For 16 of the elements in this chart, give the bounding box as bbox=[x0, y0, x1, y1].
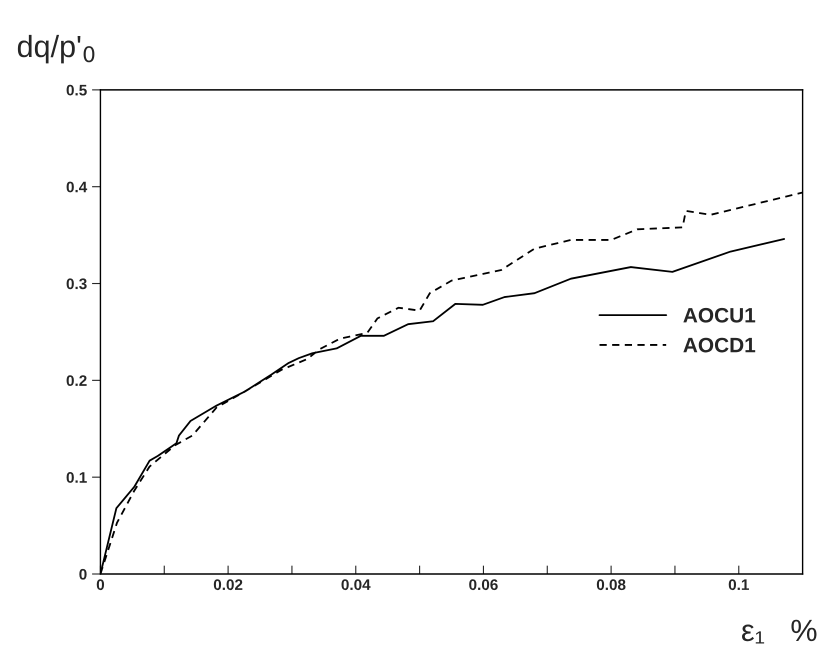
y-tick-label: 0.4 bbox=[66, 182, 88, 192]
y-tick-label: 0.2 bbox=[66, 375, 87, 386]
x-tick-label: 0.04 bbox=[342, 579, 371, 590]
x-tick-label: 0.06 bbox=[469, 579, 498, 590]
x-tick-label: 0.02 bbox=[214, 579, 242, 590]
x-tick-label: 0.08 bbox=[596, 579, 626, 590]
y-axis-title: dq/p'$_{0}$ bbox=[18, 34, 94, 64]
y-tick-label: 0.1 bbox=[66, 472, 87, 483]
x-tick-label: 0.1 bbox=[728, 579, 749, 590]
legend-label: AOCD1 bbox=[683, 338, 756, 352]
y-tick-label: 0 bbox=[79, 568, 87, 580]
x-axis-title: ε₁ % bbox=[742, 620, 816, 644]
legend-label: AOCU1 bbox=[683, 308, 756, 323]
x-tick-label: 0 bbox=[96, 579, 104, 590]
y-tick-label: 0.3 bbox=[66, 278, 87, 290]
y-tick-label: 0.5 bbox=[66, 84, 87, 96]
